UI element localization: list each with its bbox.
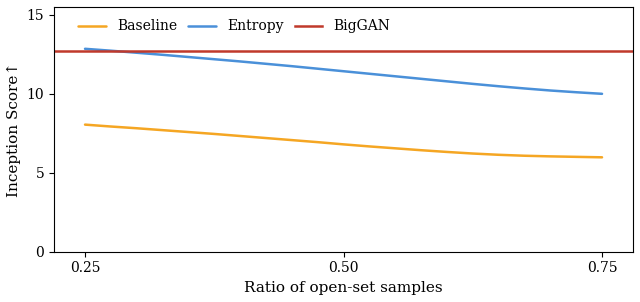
Entropy	[236, 59, 244, 63]
Entropy	[314, 67, 321, 71]
Line: Baseline: Baseline	[85, 125, 602, 157]
Baseline	[288, 138, 296, 142]
Entropy	[288, 64, 296, 68]
Baseline	[392, 146, 399, 150]
Entropy	[262, 62, 270, 66]
Baseline	[184, 130, 192, 134]
Baseline	[340, 143, 348, 146]
Baseline	[495, 153, 502, 157]
Entropy	[159, 53, 166, 56]
Entropy	[365, 72, 373, 76]
Entropy	[443, 79, 451, 83]
Y-axis label: Inception Score↑: Inception Score↑	[7, 62, 21, 197]
Baseline	[469, 152, 477, 155]
Entropy	[211, 57, 218, 61]
Entropy	[184, 55, 192, 59]
Line: Entropy: Entropy	[85, 49, 602, 94]
Baseline	[159, 128, 166, 132]
Entropy	[107, 49, 115, 53]
Entropy	[392, 75, 399, 78]
Entropy	[598, 92, 606, 96]
Entropy	[81, 47, 89, 51]
Baseline	[314, 140, 321, 144]
Baseline	[81, 123, 89, 127]
X-axis label: Ratio of open-set samples: Ratio of open-set samples	[244, 281, 443, 295]
Entropy	[495, 85, 502, 88]
Baseline	[572, 155, 580, 159]
Entropy	[572, 90, 580, 94]
Baseline	[547, 155, 554, 158]
Baseline	[211, 132, 218, 136]
Entropy	[547, 89, 554, 92]
Baseline	[417, 148, 425, 152]
Entropy	[340, 69, 348, 73]
Entropy	[417, 77, 425, 81]
Entropy	[521, 87, 529, 90]
Baseline	[365, 145, 373, 148]
Entropy	[133, 51, 141, 55]
Baseline	[236, 134, 244, 138]
Entropy	[469, 82, 477, 86]
Legend: Baseline, Entropy, BigGAN: Baseline, Entropy, BigGAN	[72, 14, 396, 39]
Baseline	[443, 150, 451, 154]
Baseline	[107, 125, 115, 128]
Baseline	[521, 154, 529, 158]
Baseline	[133, 127, 141, 130]
Baseline	[598, 156, 606, 159]
Baseline	[262, 136, 270, 140]
